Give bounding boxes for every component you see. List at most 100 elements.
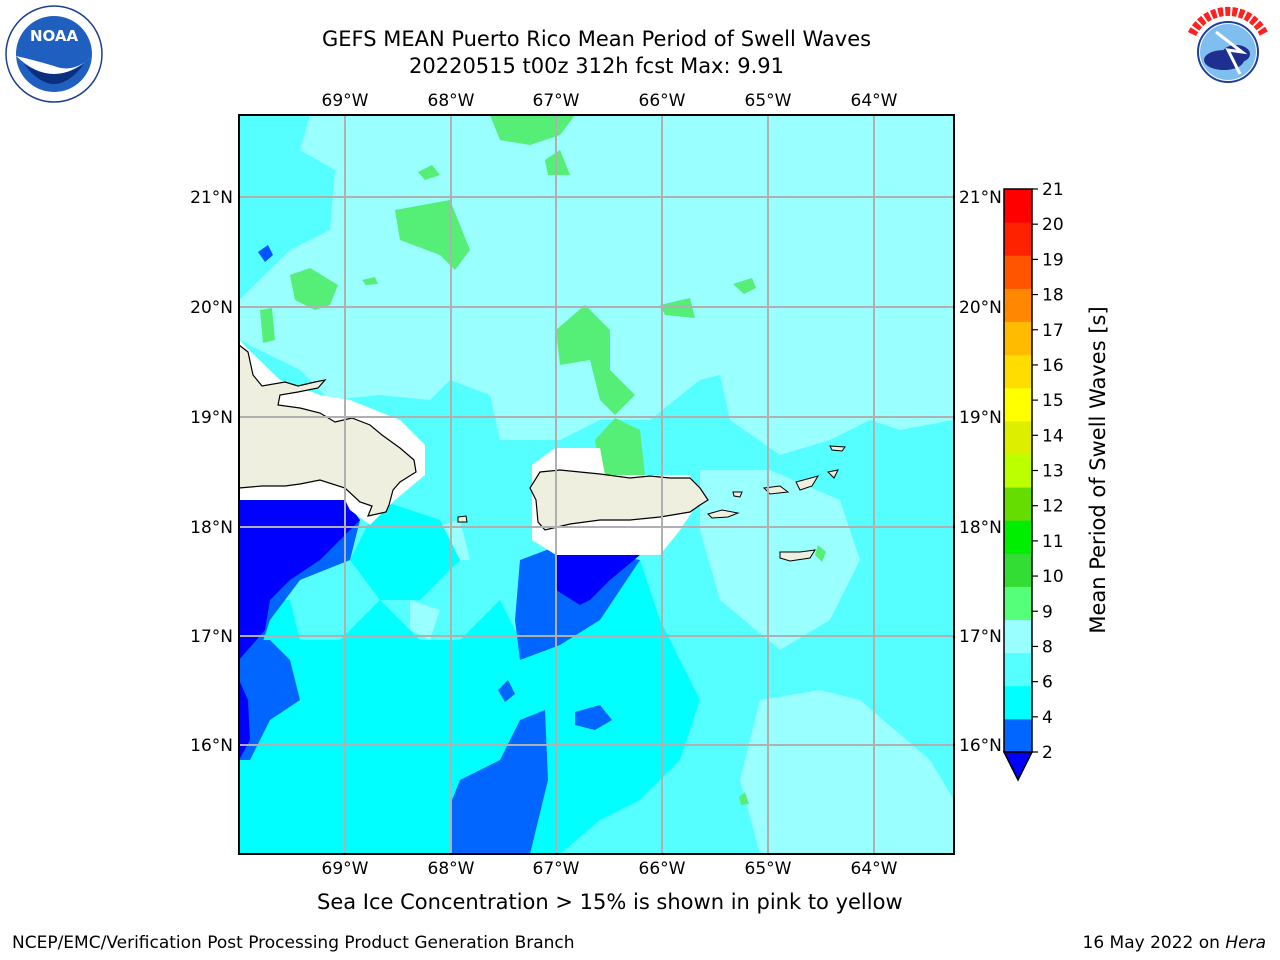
field-region-8-9s: [740, 690, 954, 854]
lon-label-top: 69°W: [322, 91, 369, 111]
colorbar-segment: [1004, 387, 1032, 422]
field-region-2-4s: [575, 705, 612, 730]
field-region-9-10s: [556, 305, 635, 415]
colorbar-tick-label: 11: [1042, 532, 1064, 552]
colorbar-tick-label: 17: [1042, 321, 1064, 341]
colorbar-tick-label: 21: [1042, 180, 1064, 200]
lon-label-top: 67°W: [533, 91, 580, 111]
colorbar-tick-label: 8: [1042, 637, 1053, 657]
colorbar-tick-label: 12: [1042, 497, 1064, 517]
lon-label-bottom: 69°W: [322, 859, 369, 879]
lat-label-left: 21°N: [190, 188, 233, 208]
colorbar-segment: [1004, 321, 1032, 356]
lat-label-right: 20°N: [959, 298, 1002, 318]
chart-title: GEFS MEAN Puerto Rico Mean Period of Swe…: [321, 27, 872, 51]
field-region-9-10s: [290, 268, 338, 310]
lon-label-bottom: 68°W: [428, 859, 475, 879]
colorbar-segment: [1004, 652, 1032, 687]
colorbar-tick-label: 18: [1042, 286, 1064, 306]
colorbar-tick-label: 13: [1042, 462, 1064, 482]
lat-label-left: 16°N: [190, 736, 233, 756]
lon-label-top: 65°W: [745, 91, 792, 111]
field-region-below-2s: [239, 500, 360, 660]
colorbar-tick-label: 10: [1042, 567, 1064, 587]
colorbar-segment: [1004, 718, 1032, 753]
lon-label-bottom: 66°W: [639, 859, 686, 879]
land-mona-island: [457, 515, 468, 523]
lon-label-top: 64°W: [851, 91, 898, 111]
lon-label-bottom: 65°W: [745, 859, 792, 879]
field-region-8-9s: [410, 600, 440, 640]
field-region-9-10s: [490, 115, 575, 145]
colorbar-segment: [1004, 685, 1032, 720]
lat-label-right: 21°N: [959, 188, 1002, 208]
lon-label-top: 66°W: [639, 91, 686, 111]
colorbar-tick-label: 15: [1042, 391, 1064, 411]
colorbar-extend-min: [1002, 751, 1034, 782]
sea-ice-note: Sea Ice Concentration > 15% is shown in …: [317, 890, 903, 914]
colorbar-tick-label: 9: [1042, 602, 1053, 622]
land-virgin-islands: [795, 475, 820, 491]
field-region-below-2s: [556, 555, 640, 605]
land-hispaniola: [239, 344, 417, 517]
footer-credit: NCEP/EMC/Verification Post Processing Pr…: [12, 933, 575, 953]
gridlines: [239, 115, 954, 854]
field-region-2-4s: [239, 640, 300, 760]
svg-text:NOAA: NOAA: [30, 27, 79, 45]
lat-label-left: 17°N: [190, 627, 233, 647]
nws-logo: [1182, 6, 1274, 98]
land-virgin-islands: [826, 469, 839, 479]
colorbar-segment: [1004, 420, 1032, 455]
land-puerto-rico: [529, 469, 709, 531]
colorbar-segment: [1004, 520, 1032, 554]
colorbar-segment: [1004, 354, 1032, 389]
chart-subtitle-date: 20220515 t00z 312h fcst Max: 9.91: [409, 54, 784, 78]
colorbar-segment: [1004, 619, 1032, 654]
field-region-below-2s: [239, 680, 250, 760]
colorbar-tick-label: 20: [1042, 215, 1064, 235]
lat-label-left: 19°N: [190, 408, 233, 428]
colorbar-tick-label: 16: [1042, 356, 1064, 376]
footer-host: Hera: [1225, 933, 1266, 953]
lat-label-right: 18°N: [959, 518, 1002, 538]
field-region-9-10s: [739, 792, 749, 805]
field-region-2-4s: [498, 680, 515, 702]
colorbar-tick-label: 6: [1042, 673, 1053, 693]
lon-label-bottom: 64°W: [851, 859, 898, 879]
lon-label-top: 68°W: [428, 91, 475, 111]
field-region-9-10s: [545, 150, 570, 175]
land-virgin-islands: [707, 509, 740, 519]
field-region-9-10s: [260, 308, 275, 343]
field-region-9-10s: [733, 278, 756, 294]
colorbar-label: Mean Period of Swell Waves [s]: [1086, 306, 1110, 633]
colorbar-tick-label: 2: [1042, 743, 1053, 763]
field-region-9-10s: [595, 418, 645, 475]
swell-period-field: [239, 115, 954, 854]
field-region-8-9s: [700, 470, 860, 650]
lat-label-right: 17°N: [959, 627, 1002, 647]
colorbar-segment: [1004, 453, 1032, 488]
colorbar-segment: [1004, 189, 1032, 223]
lat-label-left: 20°N: [190, 298, 233, 318]
colorbar: 21 20 19 18 17 16 15 14 13 12 11 10 9 8 6 4 2: [1002, 180, 1064, 782]
lon-label-bottom: 67°W: [533, 859, 580, 879]
lat-label-right: 19°N: [959, 408, 1002, 428]
land-anegada: [829, 445, 846, 452]
colorbar-tick-label: 19: [1042, 250, 1064, 270]
colorbar-tick-label: 14: [1042, 426, 1064, 446]
colorbar-segment: [1004, 487, 1032, 521]
colorbar-segment: [1004, 586, 1032, 621]
map-frame: [238, 114, 955, 855]
lat-label-right: 16°N: [959, 736, 1002, 756]
colorbar-segment: [1004, 553, 1032, 587]
field-region-9-10s: [418, 165, 440, 180]
field-region-4-6s: [350, 500, 460, 600]
lat-label-left: 18°N: [190, 518, 233, 538]
colorbar-segment: [1004, 288, 1032, 322]
field-region-below-2s: [258, 245, 273, 262]
field-region-9-10s: [815, 545, 826, 562]
footer-date-text: 16 May 2022 on: [1082, 933, 1226, 953]
land-st-croix: [779, 549, 816, 562]
land-culebra: [732, 491, 743, 498]
